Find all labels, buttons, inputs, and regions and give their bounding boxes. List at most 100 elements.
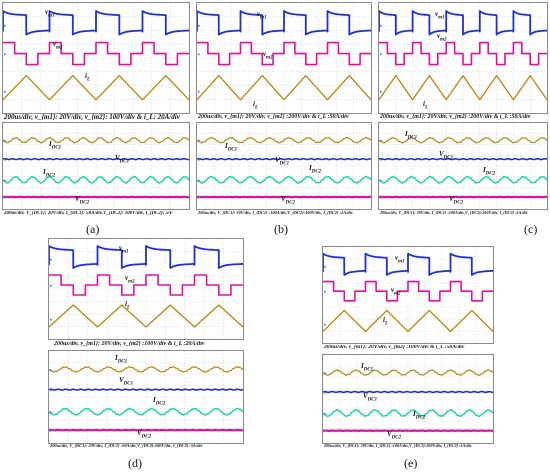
marker-1-top-a: ▸ xyxy=(4,23,7,29)
marker-3-bottom-d: ▸ xyxy=(50,410,53,416)
trace-idc1-c xyxy=(379,136,547,144)
marker-3-bottom-a: ▸ xyxy=(4,178,7,184)
trace-vm2-d xyxy=(49,274,243,296)
trace-il-c xyxy=(379,74,547,101)
panel-letter-c: (c) xyxy=(524,222,538,236)
trace-vdc1-b xyxy=(197,157,371,161)
label-vdc1-e: VDC1 xyxy=(363,392,378,403)
trace-vm2-c xyxy=(379,41,547,66)
grid-bottom-b xyxy=(197,123,371,209)
label-vdc2-d: VDC2 xyxy=(137,429,152,440)
scope-top-d: ▸ ▸ ▸ vm1 vm2 iL xyxy=(48,238,244,340)
marker-2-top-c: ▸ xyxy=(380,52,383,58)
label-vm1-c: vm1 xyxy=(435,10,445,21)
marker-2-top-b: ▸ xyxy=(198,52,201,58)
caption-bottom-a: 200us/div, V_{DC1}: 20V/div, I_{DC1}: 50… xyxy=(4,211,173,216)
marker-1-top-b: ▸ xyxy=(198,23,201,29)
label-vm1-e: vm1 xyxy=(395,254,405,265)
caption-top-e: 200us/div, v_{m1}: 20V/div, v_{m2} :100V… xyxy=(324,345,465,350)
label-vdc1-a: VDC1 xyxy=(115,154,130,165)
trace-idc2-b xyxy=(197,175,371,184)
waveform-svg-top-e: ▸ ▸ ▸ xyxy=(323,247,493,343)
trace-vm1-b xyxy=(197,10,371,36)
marker-2-bottom-c: ▸ xyxy=(380,157,383,163)
label-vm2-c: vm2 xyxy=(437,32,447,43)
trace-vm2-b xyxy=(197,41,371,66)
scope-bottom-b: ▸ ▸ ▸ ▸ IDC1 VDC1 IDC2 VDC2 xyxy=(196,122,372,210)
trace-idc2-a xyxy=(3,175,189,184)
trace-vdc1-a xyxy=(3,157,189,161)
waveform-svg-top-c: ▸ ▸ ▸ xyxy=(379,3,547,113)
marker-2-top-e: ▸ xyxy=(324,289,327,295)
trace-vm1-a xyxy=(3,10,189,36)
marker-3-top-b: ▸ xyxy=(198,89,201,95)
label-vdc2-b: VDC2 xyxy=(281,195,296,206)
panel-letter-e: (e) xyxy=(404,456,418,470)
caption-bottom-c: 200us/div, V_{DC1}: 20V/div, I_{DC1} :10… xyxy=(380,211,528,215)
scope-top-c: ▸ ▸ ▸ vm1 vm2 iL xyxy=(378,2,548,114)
marker-1-bottom-c: ▸ xyxy=(380,138,383,144)
marker-3-top-c: ▸ xyxy=(380,89,383,95)
trace-vm1-d xyxy=(49,245,243,269)
marker-1-top-c: ▸ xyxy=(380,23,383,29)
label-idc2-e: IDC2 xyxy=(413,410,426,421)
trace-il-a xyxy=(3,74,189,101)
trace-vm2-a xyxy=(3,41,189,66)
trace-vm2-e xyxy=(323,280,493,302)
label-idc1-d: IDC1 xyxy=(115,354,128,365)
trace-idc2-e xyxy=(323,408,493,418)
label-idc2-b: IDC2 xyxy=(309,164,322,175)
marker-1-bottom-e: ▸ xyxy=(324,371,327,377)
marker-1-bottom-b: ▸ xyxy=(198,138,201,144)
label-il-c: iL xyxy=(423,100,429,111)
trace-idc2-c xyxy=(379,175,547,184)
waveform-svg-bottom-e: ▸ ▸ ▸ ▸ xyxy=(323,355,493,443)
label-vdc1-b: VDC1 xyxy=(275,156,290,167)
label-il-d: iL xyxy=(125,300,131,311)
scope-bottom-e: ▸ ▸ ▸ ▸ IDC1 VDC1 IDC2 VDC2 xyxy=(322,354,494,444)
trace-il-d xyxy=(49,304,243,328)
trace-idc1-d xyxy=(49,366,243,373)
marker-2-top-d: ▸ xyxy=(50,283,53,289)
waveform-svg-bottom-c: ▸ ▸ ▸ ▸ xyxy=(379,123,547,209)
label-idc1-b: IDC1 xyxy=(225,142,238,153)
marker-3-bottom-c: ▸ xyxy=(380,178,383,184)
label-vm2-a: vm2 xyxy=(53,40,63,51)
marker-3-bottom-b: ▸ xyxy=(198,178,201,184)
label-idc1-a: IDC1 xyxy=(49,140,62,151)
grid-bottom-c xyxy=(379,123,547,209)
caption-bottom-d: 200us/div, V_{DC1}: 20V/div, I_{DC1} :50… xyxy=(50,444,203,448)
label-vm2-b: vm2 xyxy=(263,50,273,61)
label-il-a: iL xyxy=(85,72,91,83)
marker-2-bottom-a: ▸ xyxy=(4,157,7,163)
caption-bottom-b: 200us/div, V_{DC1}: 20V/div, I_{DC1} :10… xyxy=(198,211,353,215)
marker-3-top-e: ▸ xyxy=(324,322,327,328)
marker-3-bottom-e: ▸ xyxy=(324,411,327,417)
trace-idc1-b xyxy=(197,136,371,144)
waveform-svg-top-d: ▸ ▸ ▸ xyxy=(49,239,243,339)
trace-vm1-c xyxy=(379,10,547,36)
caption-bottom-e: 200us/div, V_{DC1}: 20V/div, I_{DC1} :10… xyxy=(324,444,472,448)
caption-top-a: 200us/div, v_{m1}: 20V/div, v_{m2}: 100V… xyxy=(4,114,180,121)
label-vm2-d: vm2 xyxy=(125,274,135,285)
label-il-b: iL xyxy=(253,100,259,111)
label-vdc1-c: VDC1 xyxy=(439,150,454,161)
marker-2-bottom-d: ▸ xyxy=(50,388,53,394)
label-vm1-b: vm1 xyxy=(257,10,267,21)
caption-top-c: 200us/div, v_{m1}: 20V/div, v_{m2} :200V… xyxy=(380,114,531,120)
marker-1-bottom-a: ▸ xyxy=(4,138,7,144)
trace-idc1-e xyxy=(323,369,493,376)
label-il-e: iL xyxy=(383,316,389,327)
scope-top-b: ▸ ▸ ▸ vm1 vm2 iL xyxy=(196,2,372,114)
marker-2-top-a: ▸ xyxy=(4,52,7,58)
panel-letter-a: (a) xyxy=(86,222,100,236)
caption-top-b: 200us/div, v_{m1}: 20V/div, v_{m2} :200V… xyxy=(198,114,349,120)
scope-bottom-c: ▸ ▸ ▸ ▸ IDC1 VDC1 IDC2 VDC2 xyxy=(378,122,548,210)
trace-vdc1-c xyxy=(379,157,547,161)
waveform-svg-top-a: ▸ ▸ ▸ xyxy=(3,3,189,113)
grid-bottom-a xyxy=(3,123,189,209)
scope-bottom-d: ▸ ▸ ▸ ▸ IDC1 VDC1 IDC2 VDC2 xyxy=(48,350,244,444)
label-vdc2-a: VDC2 xyxy=(75,195,90,206)
waveform-svg-bottom-d: ▸ ▸ ▸ ▸ xyxy=(49,351,243,443)
trace-vdc1-e xyxy=(323,390,493,394)
